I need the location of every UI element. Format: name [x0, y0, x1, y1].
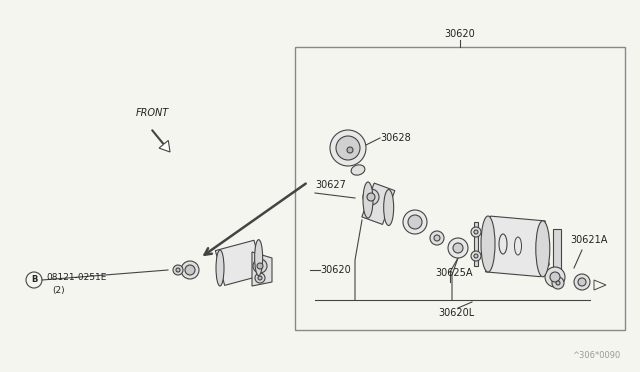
Circle shape [550, 272, 560, 282]
Ellipse shape [536, 221, 550, 277]
Polygon shape [474, 222, 478, 266]
Polygon shape [252, 252, 272, 286]
Circle shape [257, 263, 263, 269]
Text: 30627: 30627 [315, 180, 346, 190]
Circle shape [408, 215, 422, 229]
Ellipse shape [255, 240, 262, 276]
Text: 30625A: 30625A [435, 268, 472, 278]
Circle shape [255, 273, 265, 283]
Ellipse shape [216, 250, 224, 286]
Ellipse shape [363, 182, 373, 218]
Circle shape [253, 259, 267, 273]
Text: 30621A: 30621A [570, 235, 607, 245]
Polygon shape [215, 240, 263, 285]
Text: (2): (2) [52, 285, 65, 295]
Circle shape [556, 281, 560, 285]
Circle shape [330, 130, 366, 166]
Circle shape [336, 136, 360, 160]
Ellipse shape [383, 189, 394, 225]
Circle shape [448, 238, 468, 258]
Bar [295, 47, 625, 330]
Polygon shape [362, 183, 395, 224]
Circle shape [181, 261, 199, 279]
Circle shape [176, 268, 180, 272]
Text: FRONT: FRONT [136, 108, 168, 118]
Circle shape [471, 251, 481, 261]
Circle shape [578, 278, 586, 286]
Polygon shape [486, 216, 545, 277]
FancyArrow shape [152, 130, 170, 152]
Circle shape [430, 231, 444, 245]
Ellipse shape [351, 165, 365, 175]
Circle shape [403, 210, 427, 234]
Circle shape [471, 227, 481, 237]
Polygon shape [553, 229, 561, 269]
Circle shape [343, 143, 357, 157]
Circle shape [258, 276, 262, 280]
Circle shape [574, 274, 590, 290]
Circle shape [367, 193, 375, 201]
Circle shape [434, 235, 440, 241]
Circle shape [347, 147, 353, 153]
Circle shape [474, 230, 478, 234]
Text: B: B [31, 276, 37, 285]
Text: 30620: 30620 [320, 265, 351, 275]
Circle shape [363, 189, 379, 205]
Circle shape [185, 265, 195, 275]
Text: 30620L: 30620L [438, 308, 474, 318]
Circle shape [552, 277, 564, 289]
Text: 30620: 30620 [445, 29, 476, 39]
Circle shape [545, 267, 565, 287]
Text: 08121-0251E: 08121-0251E [46, 273, 106, 282]
Text: ^306*0090: ^306*0090 [572, 351, 620, 360]
Circle shape [474, 254, 478, 258]
Circle shape [173, 265, 183, 275]
Text: 30628: 30628 [380, 133, 411, 143]
Ellipse shape [481, 216, 495, 272]
Circle shape [453, 243, 463, 253]
